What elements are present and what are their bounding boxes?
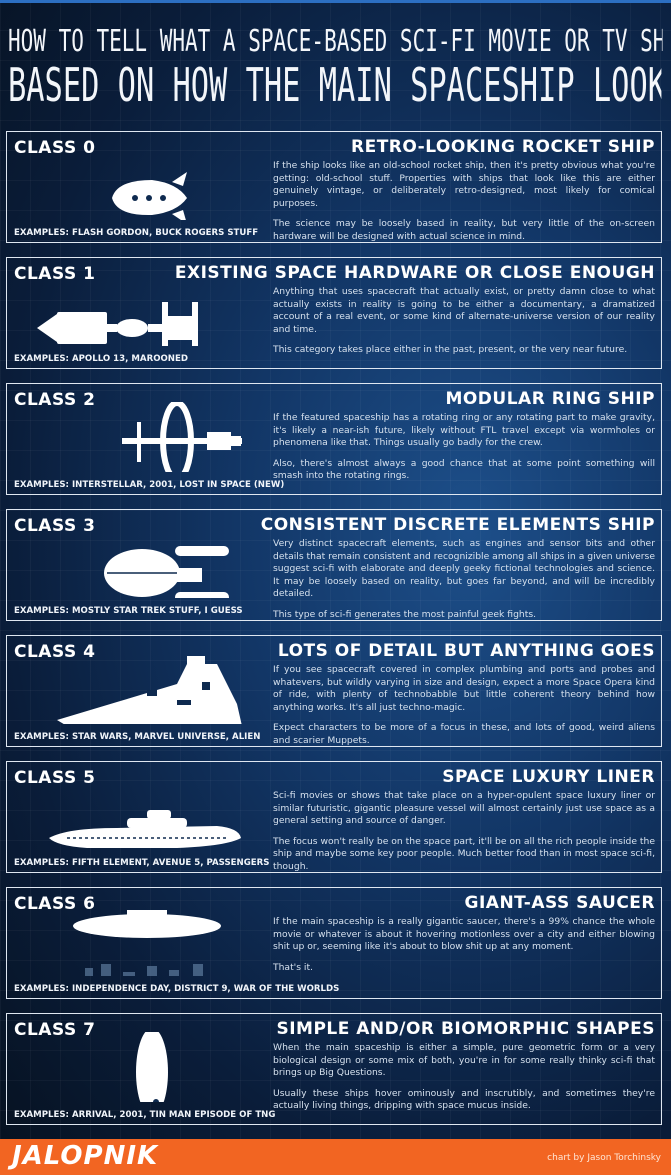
description-paragraph-2: Also, there's almost always a good chanc…	[273, 457, 655, 482]
panel-heading: MODULAR RING SHIP	[445, 389, 655, 409]
class-label: CLASS 1	[14, 264, 96, 284]
description-paragraph-1: If you see spacecraft covered in complex…	[273, 664, 655, 713]
class-1-panel: CLASS 1 EXISTING SPACE HARDWARE OR CLOSE…	[6, 257, 662, 369]
class-5-panel: CLASS 5 SPACE LUXURY LINER Sci-fi movies…	[6, 761, 662, 873]
class-label: CLASS 2	[14, 390, 96, 410]
description-paragraph-2: The science may be loosely based in real…	[273, 218, 655, 242]
class-label: CLASS 5	[14, 768, 96, 788]
apollo-soyuz-icon	[37, 302, 198, 346]
panel-description: If the ship looks like an old-school roc…	[273, 160, 655, 251]
examples-line: EXAMPLES: APOLLO 13, MAROONED	[14, 354, 189, 364]
examples-line: EXAMPLES: MOSTLY STAR TREK STUFF, I GUES…	[14, 606, 243, 616]
class-0-panel: CLASS 0 RETRO-LOOKING ROCKET SHIP If the…	[6, 131, 662, 243]
panel-heading: LOTS OF DETAIL BUT ANYTHING GOES	[277, 641, 655, 661]
class-label: CLASS 4	[14, 642, 96, 662]
rocket-ship-icon	[112, 172, 187, 220]
panel-heading: RETRO-LOOKING ROCKET SHIP	[350, 137, 655, 157]
description-paragraph-2: The focus won't really be on the space p…	[273, 835, 655, 872]
examples-line: EXAMPLES: INDEPENDENCE DAY, DISTRICT 9, …	[14, 984, 340, 994]
examples-line: EXAMPLES: FLASH GORDON, BUCK ROGERS STUF…	[14, 228, 259, 238]
description-paragraph-1: If the featured spaceship has a rotating…	[273, 412, 655, 448]
class-6-panel: CLASS 6 GIANT-ASS SAUCER If the main spa…	[6, 887, 662, 999]
title-line-1: HOW TO TELL WHAT A SPACE-BASED SCI-FI MO…	[8, 24, 663, 59]
monolith-pod-icon	[136, 1032, 168, 1102]
description-paragraph-2: This category takes place either in the …	[273, 344, 628, 355]
luxury-liner-icon	[49, 810, 241, 848]
examples-line: EXAMPLES: STAR WARS, MARVEL UNIVERSE, AL…	[14, 732, 261, 742]
class-2-panel: CLASS 2 MODULAR RING SHIP If the feature…	[6, 383, 662, 495]
description-paragraph-1: Anything that uses spacecraft that actua…	[273, 286, 655, 335]
description-paragraph-1: Very distinct spacecraft elements, such …	[273, 538, 655, 599]
starship-icon	[104, 546, 229, 598]
panel-heading: SIMPLE AND/OR BIOMORPHIC SHAPES	[276, 1019, 655, 1039]
description-paragraph-1: If the main spaceship is a really gigant…	[273, 916, 655, 952]
panel-description: If the featured spaceship has a rotating…	[273, 412, 655, 491]
description-paragraph-2: Usually these ships hover ominously and …	[273, 1087, 655, 1112]
examples-line: EXAMPLES: INTERSTELLAR, 2001, LOST IN SP…	[14, 480, 285, 490]
chart-credit: chart by Jason Torchinsky	[547, 1153, 661, 1163]
description-paragraph-1: If the ship looks like an old-school roc…	[273, 160, 655, 209]
class-7-panel: CLASS 7 SIMPLE AND/OR BIOMORPHIC SHAPES …	[6, 1013, 662, 1125]
panel-description: If the main spaceship is a really gigant…	[273, 916, 655, 982]
panel-heading: EXISTING SPACE HARDWARE OR CLOSE ENOUGH	[174, 263, 655, 283]
title-line-2: BASED ON HOW THE MAIN SPACESHIP LOOKS	[8, 58, 662, 112]
panel-description: If you see spacecraft covered in complex…	[273, 664, 655, 755]
description-paragraph-2: This type of sci-fi generates the most p…	[273, 608, 537, 620]
jalopnik-logo: JALOPNIK	[12, 1141, 159, 1171]
top-accent-bar	[0, 0, 671, 3]
description-paragraph-1: Sci-fi movies or shows that take place o…	[273, 790, 655, 826]
class-3-panel: CLASS 3 CONSISTENT DISCRETE ELEMENTS SHI…	[6, 509, 662, 621]
panel-heading: SPACE LUXURY LINER	[442, 767, 655, 787]
panel-description: Anything that uses spacecraft that actua…	[273, 286, 655, 365]
description-paragraph-1: When the main spaceship is either a simp…	[273, 1042, 655, 1078]
detailed-battleship-icon	[57, 656, 242, 724]
panel-heading: CONSISTENT DISCRETE ELEMENTS SHIP	[260, 515, 655, 535]
examples-line: EXAMPLES: FIFTH ELEMENT, AVENUE 5, PASSE…	[14, 858, 270, 868]
examples-line: EXAMPLES: ARRIVAL, 2001, TIN MAN EPISODE…	[14, 1110, 276, 1120]
class-label: CLASS 3	[14, 516, 96, 536]
ring-ship-icon	[122, 402, 242, 472]
footer-bar: JALOPNIK chart by Jason Torchinsky	[0, 1139, 671, 1175]
class-4-panel: CLASS 4 LOTS OF DETAIL BUT ANYTHING GOES…	[6, 635, 662, 747]
panel-description: Very distinct spacecraft elements, such …	[273, 538, 655, 629]
panel-description: Sci-fi movies or shows that take place o…	[273, 790, 655, 881]
class-label: CLASS 0	[14, 138, 96, 158]
saucer-over-city-icon	[73, 910, 221, 976]
panel-description: When the main spaceship is either a simp…	[273, 1042, 655, 1121]
panel-heading: GIANT-ASS SAUCER	[464, 893, 655, 913]
class-label: CLASS 6	[14, 894, 96, 914]
class-label: CLASS 7	[14, 1020, 96, 1040]
description-paragraph-2: Expect characters to be more of a focus …	[273, 722, 655, 746]
description-paragraph-2: That's it.	[273, 961, 313, 973]
